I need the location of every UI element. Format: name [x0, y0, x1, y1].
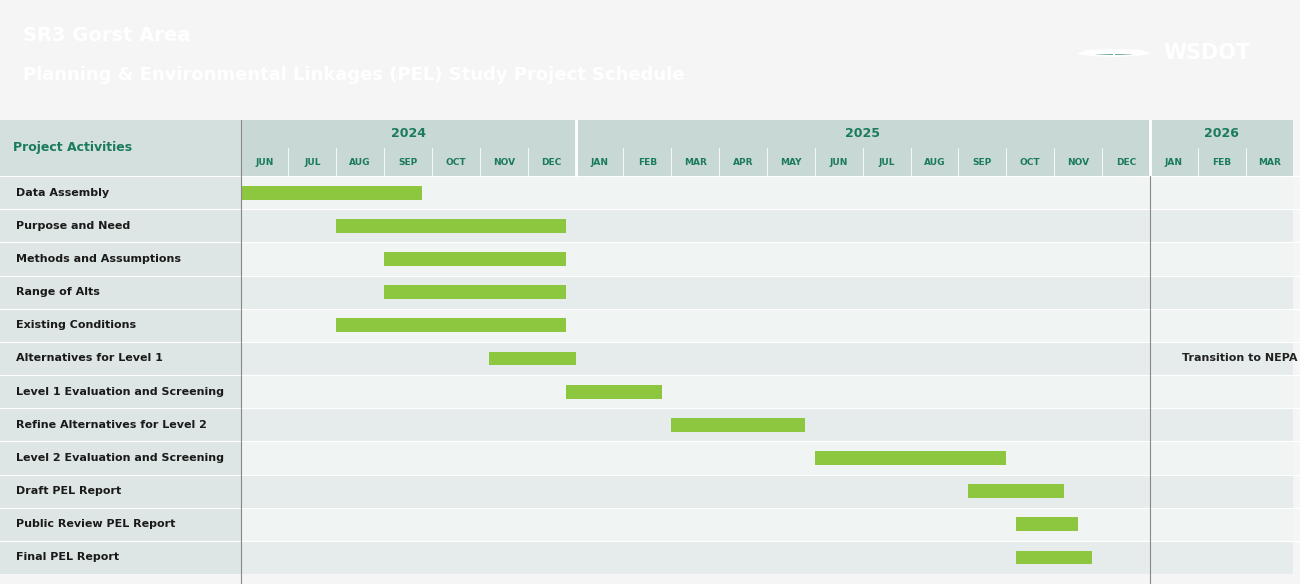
Bar	[0, 176, 240, 209]
Bar	[337, 318, 566, 332]
Text: JAN: JAN	[1165, 158, 1183, 166]
Text: SEP: SEP	[972, 158, 992, 166]
Text: JUL: JUL	[304, 158, 321, 166]
Text: APR: APR	[733, 158, 753, 166]
Text: 2025: 2025	[845, 127, 880, 140]
Bar	[0, 475, 240, 507]
Bar	[240, 342, 1294, 375]
Bar	[0, 375, 240, 408]
Text: Range of Alts: Range of Alts	[16, 287, 100, 297]
Text: MAR: MAR	[1258, 158, 1280, 166]
Bar	[240, 442, 1294, 475]
Text: 2024: 2024	[390, 127, 425, 140]
Bar	[0, 442, 240, 475]
Bar	[384, 285, 566, 299]
Text: 2026: 2026	[1204, 127, 1239, 140]
Text: SEP: SEP	[398, 158, 417, 166]
Text: JUN: JUN	[255, 158, 273, 166]
Text: DEC: DEC	[1115, 158, 1136, 166]
Bar	[240, 186, 422, 200]
Bar	[240, 120, 1294, 176]
Text: OCT: OCT	[1020, 158, 1040, 166]
Text: MAR: MAR	[684, 158, 707, 166]
Bar	[240, 408, 1294, 442]
Text: Level 1 Evaluation and Screening: Level 1 Evaluation and Screening	[16, 387, 224, 397]
Text: Level 2 Evaluation and Screening: Level 2 Evaluation and Screening	[16, 453, 224, 463]
Text: Transition to NEPA: Transition to NEPA	[1182, 353, 1297, 363]
Text: JUL: JUL	[879, 158, 894, 166]
Bar	[240, 507, 1294, 541]
Text: NOV: NOV	[493, 158, 515, 166]
Text: FEB: FEB	[1212, 158, 1231, 166]
Text: Final PEL Report: Final PEL Report	[16, 552, 118, 562]
Bar	[0, 309, 240, 342]
Text: Alternatives for Level 1: Alternatives for Level 1	[16, 353, 162, 363]
Text: NOV: NOV	[1067, 158, 1089, 166]
Text: Project Activities: Project Activities	[13, 141, 133, 154]
Bar	[1015, 551, 1092, 564]
Bar	[815, 451, 1006, 465]
Text: Data Assembly: Data Assembly	[16, 187, 109, 197]
Text: Planning & Environmental Linkages (PEL) Study Project Schedule: Planning & Environmental Linkages (PEL) …	[23, 67, 685, 85]
Bar	[671, 418, 805, 432]
Bar	[0, 209, 240, 242]
Bar	[240, 209, 1294, 242]
Bar	[240, 276, 1294, 309]
Text: DEC: DEC	[542, 158, 562, 166]
Text: Public Review PEL Report: Public Review PEL Report	[16, 519, 176, 529]
Text: SR3 Gorst Area: SR3 Gorst Area	[23, 26, 191, 45]
Bar	[240, 309, 1294, 342]
Bar	[240, 375, 1294, 408]
Text: Refine Alternatives for Level 2: Refine Alternatives for Level 2	[16, 420, 207, 430]
Circle shape	[1078, 50, 1150, 57]
Bar	[240, 242, 1294, 276]
Text: FEB: FEB	[638, 158, 656, 166]
Text: AUG: AUG	[924, 158, 945, 166]
Text: Methods and Assumptions: Methods and Assumptions	[16, 254, 181, 264]
Bar	[0, 541, 240, 574]
Bar	[240, 541, 1294, 574]
Bar	[566, 385, 662, 399]
Bar	[0, 507, 240, 541]
Bar	[0, 276, 240, 309]
Text: OCT: OCT	[446, 158, 467, 166]
Text: JAN: JAN	[590, 158, 608, 166]
Text: Draft PEL Report: Draft PEL Report	[16, 486, 121, 496]
Circle shape	[1086, 51, 1143, 55]
Bar	[0, 242, 240, 276]
Bar	[0, 342, 240, 375]
Bar	[1015, 517, 1078, 531]
Bar	[384, 252, 566, 266]
Text: AUG: AUG	[350, 158, 370, 166]
Bar	[240, 176, 1294, 209]
Text: WSDOT: WSDOT	[1164, 43, 1251, 63]
Text: Purpose and Need: Purpose and Need	[16, 221, 130, 231]
Bar	[240, 475, 1294, 507]
Bar	[0, 408, 240, 442]
Bar	[337, 219, 566, 233]
Text: JUN: JUN	[829, 158, 848, 166]
Bar	[968, 484, 1063, 498]
Bar	[0, 120, 240, 176]
Text: Existing Conditions: Existing Conditions	[16, 321, 135, 331]
Bar	[489, 352, 576, 366]
Text: MAY: MAY	[780, 158, 802, 166]
